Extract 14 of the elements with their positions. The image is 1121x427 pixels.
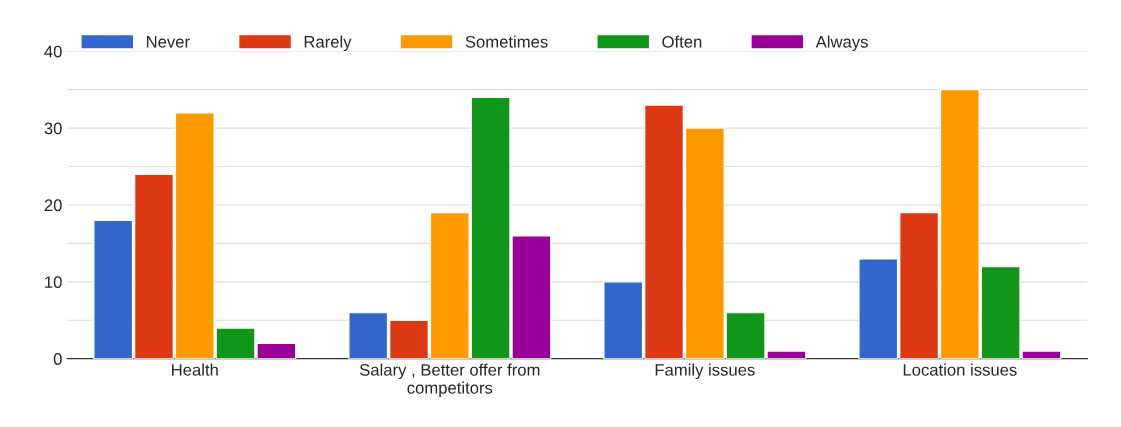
legend-label: Rarely xyxy=(304,35,352,52)
legend-label: Sometimes xyxy=(465,35,548,48)
x-tick-label: Salary , Better offer from competitors xyxy=(359,363,540,398)
y-tick-label: 10 xyxy=(45,276,62,289)
y-tick-label: 40 xyxy=(44,45,62,58)
x-tick-label: Location issues xyxy=(903,363,1017,376)
legend-label: Always xyxy=(815,35,868,52)
y-tick-label: 20 xyxy=(44,199,62,212)
legend-label: Often xyxy=(662,35,702,48)
x-tick-label: Health xyxy=(172,363,218,376)
x-tick-label: Family issues xyxy=(655,363,755,380)
y-tick-label: 30 xyxy=(44,122,62,135)
legend-label: Never xyxy=(146,36,190,48)
y-tick-label: 0 xyxy=(53,353,62,365)
